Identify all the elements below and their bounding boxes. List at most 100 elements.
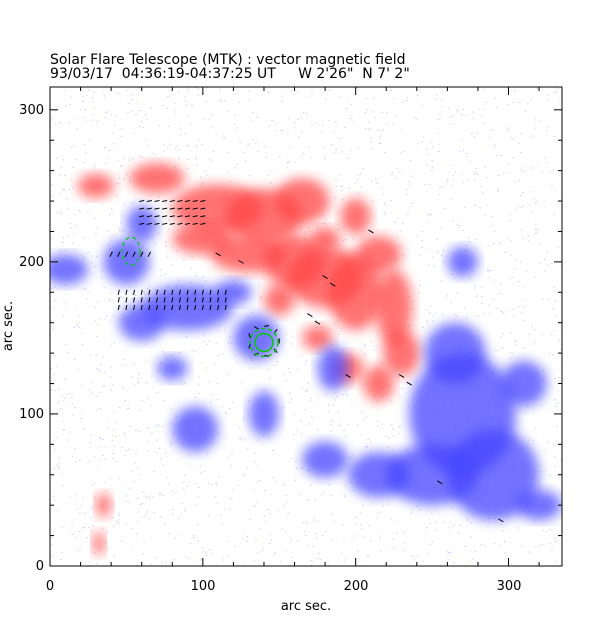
noise-speck — [257, 552, 260, 554]
noise-speck — [355, 523, 357, 525]
noise-speck — [79, 209, 81, 211]
noise-speck — [99, 446, 102, 448]
vector-mark — [215, 252, 221, 257]
noise-speck — [63, 429, 66, 431]
noise-speck — [280, 561, 282, 563]
noise-speck — [70, 96, 72, 98]
noise-speck — [87, 211, 89, 213]
noise-speck — [214, 363, 216, 365]
noise-speck — [547, 298, 550, 300]
noise-speck — [502, 530, 504, 532]
vector-mark — [238, 259, 244, 264]
noise-speck — [473, 287, 476, 289]
noise-speck — [436, 252, 439, 254]
noise-speck — [431, 167, 434, 169]
noise-speck — [147, 145, 150, 147]
noise-speck — [66, 235, 69, 237]
vector-mark — [194, 289, 197, 295]
noise-speck — [128, 159, 131, 161]
noise-speck — [552, 354, 554, 356]
noise-speck — [62, 242, 64, 244]
noise-speck — [194, 396, 197, 398]
noise-speck — [184, 96, 186, 98]
noise-speck — [256, 481, 259, 483]
noise-speck — [207, 483, 210, 485]
noise-speck — [170, 264, 173, 266]
noise-speck — [113, 124, 116, 126]
noise-speck — [242, 418, 245, 420]
noise-speck — [229, 180, 231, 182]
y-tick-label: 200 — [19, 255, 44, 270]
noise-speck — [474, 550, 477, 552]
noise-speck — [272, 364, 275, 366]
noise-speck — [436, 98, 438, 100]
noise-speck — [437, 118, 440, 120]
noise-speck — [62, 429, 64, 431]
noise-speck — [108, 110, 110, 112]
noise-speck — [449, 116, 451, 118]
noise-speck — [68, 189, 70, 191]
noise-speck — [184, 382, 186, 384]
noise-speck — [408, 405, 410, 407]
noise-speck — [119, 165, 122, 167]
noise-speck — [267, 91, 270, 93]
noise-speck — [296, 91, 299, 93]
noise-speck — [220, 99, 223, 101]
noise-speck — [380, 187, 383, 189]
noise-speck — [295, 467, 298, 469]
noise-speck — [81, 344, 84, 346]
noise-speck — [249, 119, 252, 121]
noise-speck — [386, 446, 389, 448]
noise-speck — [339, 417, 342, 419]
noise-speck — [78, 315, 80, 317]
noise-speck — [195, 146, 198, 148]
noise-speck — [215, 482, 217, 484]
noise-speck — [294, 479, 297, 481]
noise-speck — [465, 318, 468, 320]
noise-speck — [173, 199, 175, 201]
noise-speck — [60, 559, 63, 561]
noise-speck — [427, 214, 429, 216]
noise-speck — [540, 170, 543, 172]
noise-speck — [137, 371, 140, 373]
noise-speck — [252, 112, 254, 114]
noise-speck — [518, 179, 521, 181]
noise-speck — [81, 410, 83, 412]
noise-speck — [113, 429, 115, 431]
noise-speck — [267, 508, 270, 510]
vector-mark — [117, 304, 120, 311]
noise-speck — [440, 255, 443, 257]
noise-speck — [131, 158, 134, 160]
noise-speck — [481, 114, 483, 116]
noise-speck — [143, 103, 145, 105]
noise-speck — [340, 96, 342, 98]
noise-speck — [165, 456, 168, 458]
noise-speck — [188, 454, 190, 456]
noise-speck — [440, 227, 443, 229]
noise-speck — [183, 259, 185, 261]
noise-speck — [166, 108, 168, 110]
noise-speck — [94, 167, 96, 169]
noise-speck — [356, 147, 359, 149]
noise-speck — [454, 171, 457, 173]
noise-speck — [136, 532, 138, 534]
noise-speck — [304, 535, 307, 537]
noise-speck — [69, 495, 72, 497]
vector-mark — [154, 200, 160, 203]
noise-speck — [420, 368, 423, 370]
noise-speck — [334, 399, 336, 401]
noise-speck — [71, 403, 74, 405]
noise-speck — [493, 542, 496, 544]
noise-speck — [51, 184, 53, 186]
noise-speck — [199, 465, 202, 467]
noise-speck — [168, 143, 171, 145]
noise-speck — [254, 505, 256, 507]
noise-speck — [448, 107, 450, 109]
noise-speck — [436, 94, 438, 96]
vector-mark — [184, 200, 191, 203]
noise-speck — [92, 119, 94, 121]
noise-speck — [468, 237, 470, 239]
noise-speck — [222, 135, 224, 137]
noise-speck — [81, 254, 84, 256]
noise-speck — [51, 195, 54, 197]
